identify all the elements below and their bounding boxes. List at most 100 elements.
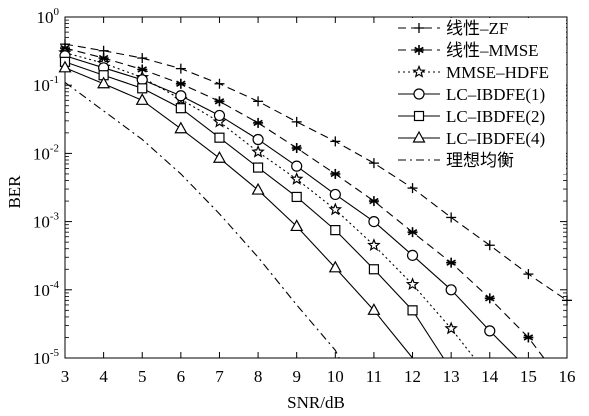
data-point bbox=[446, 212, 457, 223]
data-point bbox=[407, 305, 418, 316]
x-tick-label: 16 bbox=[559, 367, 576, 386]
data-point bbox=[175, 78, 186, 89]
data-point bbox=[175, 103, 186, 114]
data-point bbox=[213, 109, 226, 122]
data-point bbox=[252, 133, 264, 146]
data-point bbox=[174, 121, 188, 134]
data-point bbox=[484, 293, 495, 304]
legend-item: LC–IBDFE(4) bbox=[398, 129, 545, 148]
x-tick-label: 6 bbox=[177, 367, 186, 386]
data-point bbox=[444, 321, 458, 335]
data-point bbox=[562, 295, 572, 306]
legend-marker bbox=[413, 110, 425, 122]
series-line bbox=[64, 43, 568, 301]
data-point bbox=[214, 96, 225, 107]
data-point bbox=[291, 160, 303, 172]
legend-marker bbox=[413, 88, 425, 100]
series-layer bbox=[58, 39, 572, 359]
data-point bbox=[368, 196, 379, 207]
data-point bbox=[329, 188, 341, 201]
data-point bbox=[137, 83, 148, 94]
data-point bbox=[368, 158, 379, 169]
data-point bbox=[484, 325, 496, 337]
data-point bbox=[484, 240, 495, 251]
data-point bbox=[252, 162, 264, 173]
legend-label: LC–IBDFE(4) bbox=[446, 129, 545, 148]
plot-frame bbox=[64, 16, 568, 359]
plot-border bbox=[64, 16, 568, 359]
legend-label: 理想均衡 bbox=[446, 151, 514, 170]
data-point bbox=[135, 93, 149, 105]
data-point bbox=[368, 264, 380, 275]
data-point bbox=[523, 269, 534, 280]
x-tick-label: 7 bbox=[215, 367, 224, 386]
x-tick-label: 3 bbox=[61, 367, 70, 386]
data-point bbox=[446, 257, 457, 268]
x-tick-label: 8 bbox=[254, 367, 263, 386]
data-point bbox=[406, 249, 419, 261]
legend-item: MMSE–HDFE bbox=[398, 63, 549, 82]
data-point bbox=[97, 76, 111, 89]
data-point bbox=[175, 90, 187, 102]
y-tick-label: 10-3 bbox=[33, 211, 60, 232]
data-point bbox=[328, 202, 343, 216]
data-point bbox=[253, 96, 264, 107]
legend-label: LC–IBDFE(2) bbox=[446, 107, 545, 126]
data-point bbox=[330, 225, 341, 236]
data-point bbox=[291, 142, 302, 153]
legend-label: MMSE–HDFE bbox=[446, 63, 549, 82]
data-point bbox=[328, 260, 342, 273]
y-tick-label: 10-2 bbox=[33, 142, 59, 163]
data-point bbox=[368, 216, 380, 228]
data-point bbox=[445, 284, 457, 296]
series-line bbox=[64, 47, 545, 359]
data-point bbox=[212, 150, 226, 163]
legend-marker bbox=[412, 130, 426, 143]
data-point bbox=[58, 60, 72, 73]
legend-item: 线性–MMSE bbox=[398, 41, 539, 60]
data-point bbox=[251, 182, 265, 195]
x-tick-label: 15 bbox=[520, 367, 537, 386]
x-tick-label: 4 bbox=[99, 367, 108, 386]
data-point bbox=[137, 64, 148, 75]
legend-marker bbox=[414, 45, 424, 55]
data-point bbox=[137, 53, 148, 64]
x-axis-label: SNR/dB bbox=[287, 393, 345, 412]
data-point bbox=[289, 171, 304, 185]
x-tick-label: 12 bbox=[404, 367, 421, 386]
data-point bbox=[251, 144, 265, 158]
legend-item: LC–IBDFE(1) bbox=[398, 85, 545, 104]
legend-item: 线性–ZF bbox=[398, 19, 508, 38]
x-axis-ticks: 3 4 5 6 7 8 9 10 11 12 13 14 15 16 bbox=[61, 17, 576, 386]
data-point bbox=[523, 332, 534, 343]
data-point bbox=[407, 183, 418, 194]
legend-label: LC–IBDFE(1) bbox=[446, 85, 545, 104]
series-7 bbox=[64, 81, 340, 359]
legend-marker bbox=[414, 23, 424, 33]
legend: 线性–ZF 线性–MMSE MMSE–HDFE LC–IBDFE(1) LC–IBDFE… bbox=[392, 18, 566, 174]
data-point bbox=[330, 136, 341, 147]
series-6 bbox=[58, 60, 413, 359]
data-point bbox=[175, 63, 186, 74]
data-point bbox=[405, 277, 420, 291]
y-axis-label: BER bbox=[5, 175, 24, 209]
data-point bbox=[407, 227, 418, 238]
x-tick-label: 10 bbox=[327, 367, 344, 386]
data-point bbox=[367, 238, 381, 252]
series-4 bbox=[59, 50, 518, 359]
series-line bbox=[64, 81, 340, 359]
series-line bbox=[64, 67, 413, 359]
legend-item: 理想均衡 bbox=[398, 151, 514, 170]
x-tick-label: 11 bbox=[366, 367, 382, 386]
x-tick-label: 9 bbox=[292, 367, 301, 386]
x-tick-label: 5 bbox=[138, 367, 147, 386]
y-tick-label: 10-5 bbox=[33, 347, 60, 368]
y-tick-label: 10-1 bbox=[33, 74, 59, 95]
data-point bbox=[214, 78, 225, 89]
data-point bbox=[290, 219, 304, 232]
series-5 bbox=[59, 56, 444, 359]
legend-marker bbox=[412, 64, 426, 78]
y-tick-label: 100 bbox=[37, 6, 60, 27]
x-tick-label: 13 bbox=[443, 367, 460, 386]
